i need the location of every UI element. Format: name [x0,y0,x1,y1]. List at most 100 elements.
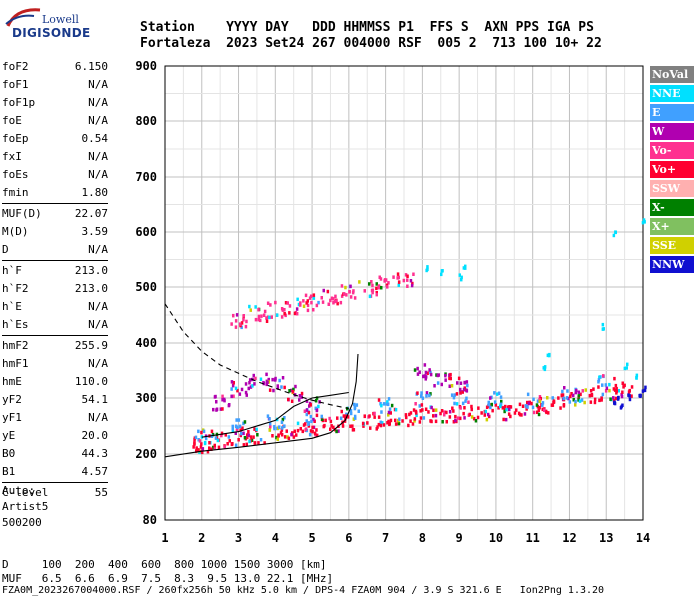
data-point [448,384,451,388]
data-point [302,304,306,308]
x-tick-label: 3 [235,531,242,545]
y-tick-label: 600 [135,225,157,239]
data-point [527,401,531,406]
data-point [236,388,239,393]
data-point [543,365,547,369]
data-point [450,393,454,397]
data-point [283,312,286,316]
param-row: yF2 54.1 [2,391,108,409]
data-point [532,410,536,415]
data-point [490,402,493,407]
data-point [414,402,417,406]
legend-item-vo-: Vo+ [650,161,694,178]
header-labels: Station YYYY DAY DDD HHMMSS P1 FFS S AXN… [140,20,594,35]
data-point [444,378,447,382]
param-value: 255.9 [74,339,108,352]
param-separator [2,260,108,261]
data-point [452,395,456,400]
param-label: foEp [2,132,29,145]
data-point [312,308,315,312]
data-point [253,382,256,386]
data-point [644,385,647,390]
data-point [379,277,383,281]
data-point [635,375,638,380]
data-point [210,434,214,438]
data-point [434,408,438,412]
data-point [451,406,454,410]
data-point [526,400,529,405]
data-point [230,394,233,399]
data-point [454,414,457,419]
data-point [216,438,220,443]
autoscaling-info: Auto: Artist5 500200 [2,483,48,531]
data-point [459,391,462,395]
param-value: 4.57 [81,465,109,478]
data-point [410,283,414,288]
data-point [489,405,492,410]
footer-muf-row: MUF 6.5 6.6 6.9 7.5 8.3 9.5 13.0 22.1 [M… [2,572,334,585]
data-point [306,303,310,308]
data-point [197,448,200,452]
data-point [228,403,231,407]
data-point [455,402,459,406]
data-point [548,352,551,357]
data-point [299,303,302,307]
param-row: foEp 0.54 [2,130,108,148]
param-label: foF1 [2,78,29,91]
data-point [530,401,533,406]
data-point [613,376,616,381]
data-point [580,398,584,402]
data-point [315,433,319,438]
data-point [336,301,339,306]
data-point [493,400,497,404]
data-point [419,409,422,413]
data-point [440,269,444,273]
param-value: 213.0 [74,282,108,295]
data-point [450,384,454,388]
data-point [290,388,293,393]
data-point [256,433,259,437]
data-point [597,378,601,382]
data-point [240,387,244,392]
data-point [231,424,234,429]
data-point [234,319,238,323]
data-point [465,396,468,401]
data-point [506,405,510,409]
data-point [266,414,270,418]
y-tick-label: 900 [135,59,157,73]
data-point [248,378,252,382]
data-point [305,399,309,403]
param-value: 54.1 [81,393,109,406]
data-point [339,300,343,305]
data-point [423,363,427,367]
data-point [602,374,605,378]
auto-version: 500200 [2,516,42,529]
data-point [239,428,242,432]
data-point [598,375,601,379]
data-point [598,398,601,403]
data-point [295,433,298,437]
data-point [457,376,461,381]
logo-swoosh-icon [5,8,41,27]
data-point [257,307,260,312]
data-point [470,415,474,419]
param-label: fmin [2,186,29,199]
data-point [397,275,400,280]
lowell-digisonde-logo: Lowell DIGISONDE [4,4,90,44]
data-point [332,297,335,301]
data-point [502,417,505,422]
data-point [284,301,288,305]
data-point [608,382,611,387]
data-point [615,389,618,393]
data-point [575,388,578,393]
data-point [248,381,251,385]
param-label: hmE [2,375,22,388]
data-point [592,387,595,391]
data-point [537,412,541,417]
data-point [499,395,503,399]
data-point [257,441,260,445]
data-point [232,394,235,398]
data-point [266,301,270,305]
data-point [552,400,555,404]
data-point [310,419,313,424]
